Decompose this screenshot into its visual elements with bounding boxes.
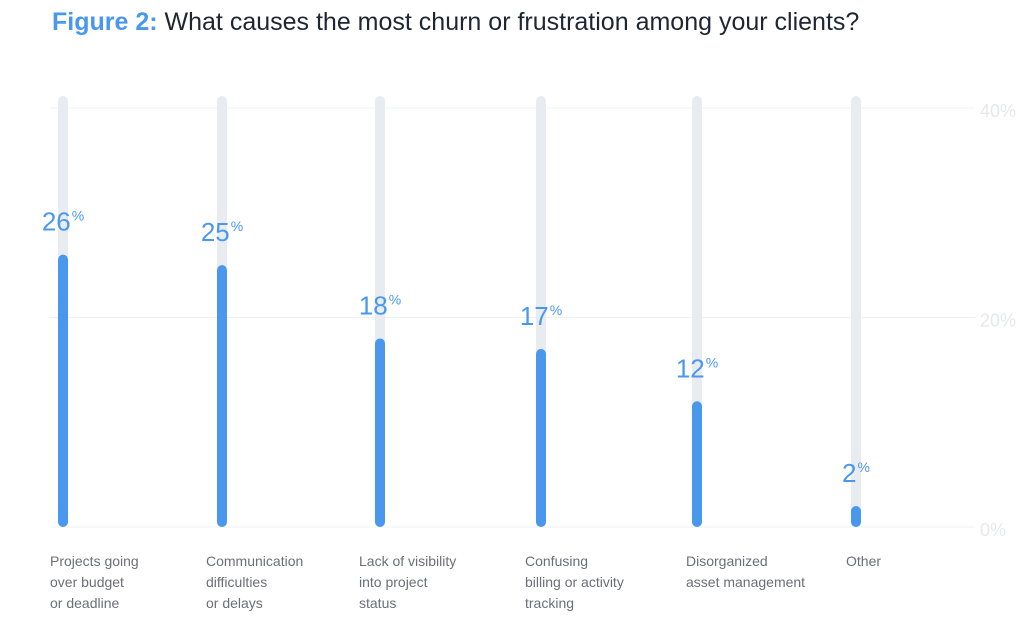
category-label: Other: [846, 553, 881, 569]
figure-question: What causes the most churn or frustratio…: [164, 8, 860, 36]
data-label-suffix: %: [231, 218, 243, 234]
data-label-value: 17: [520, 301, 549, 331]
category-label-line: Projects going: [50, 553, 139, 569]
category-label-line: tracking: [525, 595, 574, 611]
y-tick-label: 0%: [980, 520, 1006, 540]
data-label: 26%: [42, 207, 84, 237]
category-labels: Projects going over budget or deadline Comm…: [50, 553, 881, 611]
data-label-value: 18: [359, 290, 388, 320]
data-label-value: 2: [842, 458, 856, 488]
category-label: Projects going over budget or deadline: [50, 553, 139, 611]
data-label-value: 12: [676, 353, 705, 383]
category-label-line: Lack of visibility: [359, 553, 456, 569]
data-label: 17%: [520, 301, 562, 331]
category-label-line: Communication: [206, 553, 303, 569]
category-label-line: over budget: [50, 574, 124, 590]
data-label: 18%: [359, 290, 401, 320]
category-label-line: Confusing: [525, 553, 588, 569]
category-label-line: difficulties: [206, 574, 267, 590]
data-label-value: 26: [42, 207, 71, 237]
category-label: Disorganized asset management: [686, 553, 805, 590]
grid: 0% 20% 40%: [50, 101, 1016, 540]
chart-title: Figure 2: What causes the most churn or …: [52, 8, 859, 37]
data-label: 2%: [842, 458, 870, 488]
data-label-suffix: %: [550, 302, 562, 318]
category-label: Communication difficulties or delays: [206, 553, 303, 611]
category-label-line: billing or activity: [525, 574, 624, 590]
bar: [217, 265, 227, 527]
category-label-line: or deadline: [50, 595, 119, 611]
figure-label: Figure 2:: [52, 8, 158, 36]
bars: 26%25%18%17%12%2%: [42, 96, 870, 527]
y-tick-label: 40%: [980, 101, 1016, 121]
data-label-suffix: %: [72, 208, 84, 224]
category-label-line: Disorganized: [686, 553, 768, 569]
data-label-suffix: %: [706, 354, 718, 370]
bar: [536, 348, 546, 527]
category-label-line: or delays: [206, 595, 263, 611]
data-label: 12%: [676, 353, 718, 383]
category-label-line: asset management: [686, 574, 805, 590]
data-label-value: 25: [201, 217, 230, 247]
data-label-suffix: %: [389, 291, 401, 307]
category-label-line: status: [359, 595, 396, 611]
data-label-suffix: %: [858, 459, 870, 475]
bar: [58, 254, 68, 527]
category-label-line: Other: [846, 553, 881, 569]
y-tick-label: 20%: [980, 311, 1016, 331]
category-label: Confusing billing or activity tracking: [525, 553, 624, 611]
bar: [692, 401, 702, 527]
category-label-line: into project: [359, 574, 428, 590]
bar-track: [851, 96, 861, 527]
category-label: Lack of visibility into project status: [359, 553, 456, 611]
bar: [851, 506, 861, 527]
data-label: 25%: [201, 217, 243, 247]
bar: [375, 338, 385, 527]
